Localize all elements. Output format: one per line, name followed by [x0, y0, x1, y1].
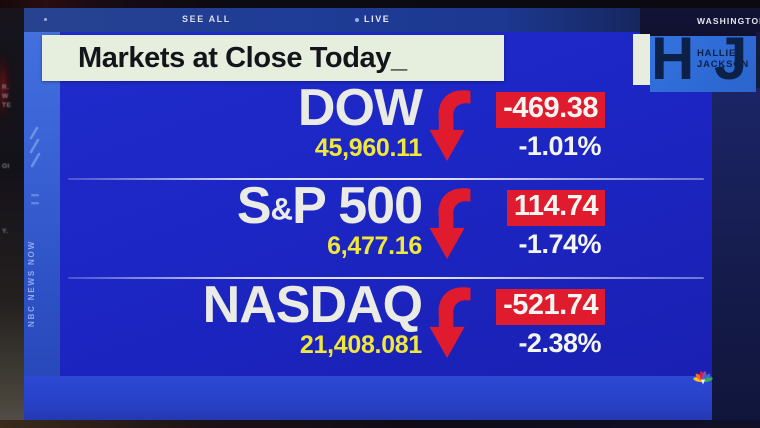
show-logo-monogram-h: H — [651, 36, 695, 92]
see-all-button[interactable]: SEE ALL — [182, 14, 231, 24]
show-host-name: HALLIE JACKSON — [697, 48, 749, 71]
studio-background-top — [0, 0, 760, 8]
index-name-value: NASDAQ 21,408.081 — [60, 276, 423, 360]
network-watermark-icon — [27, 126, 43, 221]
index-symbol: DOW — [297, 79, 423, 137]
market-row-nasdaq: NASDAQ 21,408.081 -521.74 -2.38% — [60, 276, 712, 377]
index-change: -469.38 -1.01% — [477, 84, 605, 162]
screen-frame-left — [24, 30, 62, 428]
market-row-dow: DOW 45,960.11 -469.38 -1.01% — [60, 79, 712, 180]
live-button[interactable]: LIVE — [364, 14, 391, 24]
change-badge: 114.74 — [506, 190, 605, 226]
monitor-bezel — [0, 420, 760, 428]
change-percent: -1.01% — [518, 131, 601, 161]
screen-frame-bottom — [24, 376, 712, 428]
screen-edge-right-sliver — [756, 32, 760, 88]
change-percent: -1.74% — [518, 229, 601, 259]
page-title: Markets at Close Today_ — [78, 41, 407, 74]
index-change: 114.74 -1.74% — [477, 182, 605, 260]
change-badge: -521.74 — [496, 289, 605, 325]
show-logo: H J HALLIE JACKSON — [650, 36, 756, 92]
background-text-fragment: OI — [2, 163, 10, 170]
index-symbol: NASDAQ — [202, 276, 423, 334]
background-text-fragment: R. — [2, 84, 10, 91]
index-close-value: 6,477.16 — [327, 232, 423, 261]
down-arrow-icon — [422, 84, 477, 163]
index-name-value: DOW 45,960.11 — [60, 79, 423, 163]
down-arrow-icon — [422, 182, 477, 261]
background-text-fragment: TE — [2, 102, 12, 109]
headline-banner: Markets at Close Today_ — [42, 35, 504, 81]
stream-ticker-bar: SEE ALL LIVE — [24, 8, 760, 32]
nbc-peacock-icon — [693, 369, 713, 391]
network-watermark-label: NBC NEWS NOW — [27, 240, 36, 327]
studio-background-left: R. W TE OI Y. — [0, 8, 24, 428]
index-name-value: S&P 500 6,477.16 — [60, 177, 423, 261]
ticker-bar-right-segment: WASHINGTON — [640, 8, 760, 40]
background-text-fragment: Y. — [2, 228, 9, 235]
show-host-first-name: HALLIE — [697, 48, 737, 59]
ticker-dot-icon — [44, 18, 47, 21]
screen-edge-right — [712, 88, 760, 428]
change-badge: -469.38 — [496, 92, 605, 128]
index-close-value: 45,960.11 — [314, 134, 423, 163]
studio-red-light — [0, 56, 10, 118]
change-percent: -2.38% — [518, 328, 601, 358]
show-host-last-name: JACKSON — [697, 59, 750, 71]
down-arrow-icon — [422, 281, 477, 360]
index-change: -521.74 -2.38% — [477, 281, 605, 359]
markets-panel: DOW 45,960.11 -469.38 -1.01% S&P 500 6,4… — [60, 32, 712, 376]
row-divider — [68, 277, 704, 279]
location-label: WASHINGTON — [697, 16, 760, 26]
show-logo-monogram-j: J — [714, 36, 748, 92]
market-row-sp500: S&P 500 6,477.16 114.74 -1.74% — [60, 177, 712, 278]
index-close-value: 21,408.081 — [299, 331, 423, 360]
row-divider — [68, 178, 704, 180]
background-text-fragment: W — [2, 93, 9, 100]
index-symbol: S&P 500 — [236, 177, 423, 235]
live-dot-icon — [355, 18, 359, 22]
show-logo-accent-bar — [633, 34, 650, 85]
